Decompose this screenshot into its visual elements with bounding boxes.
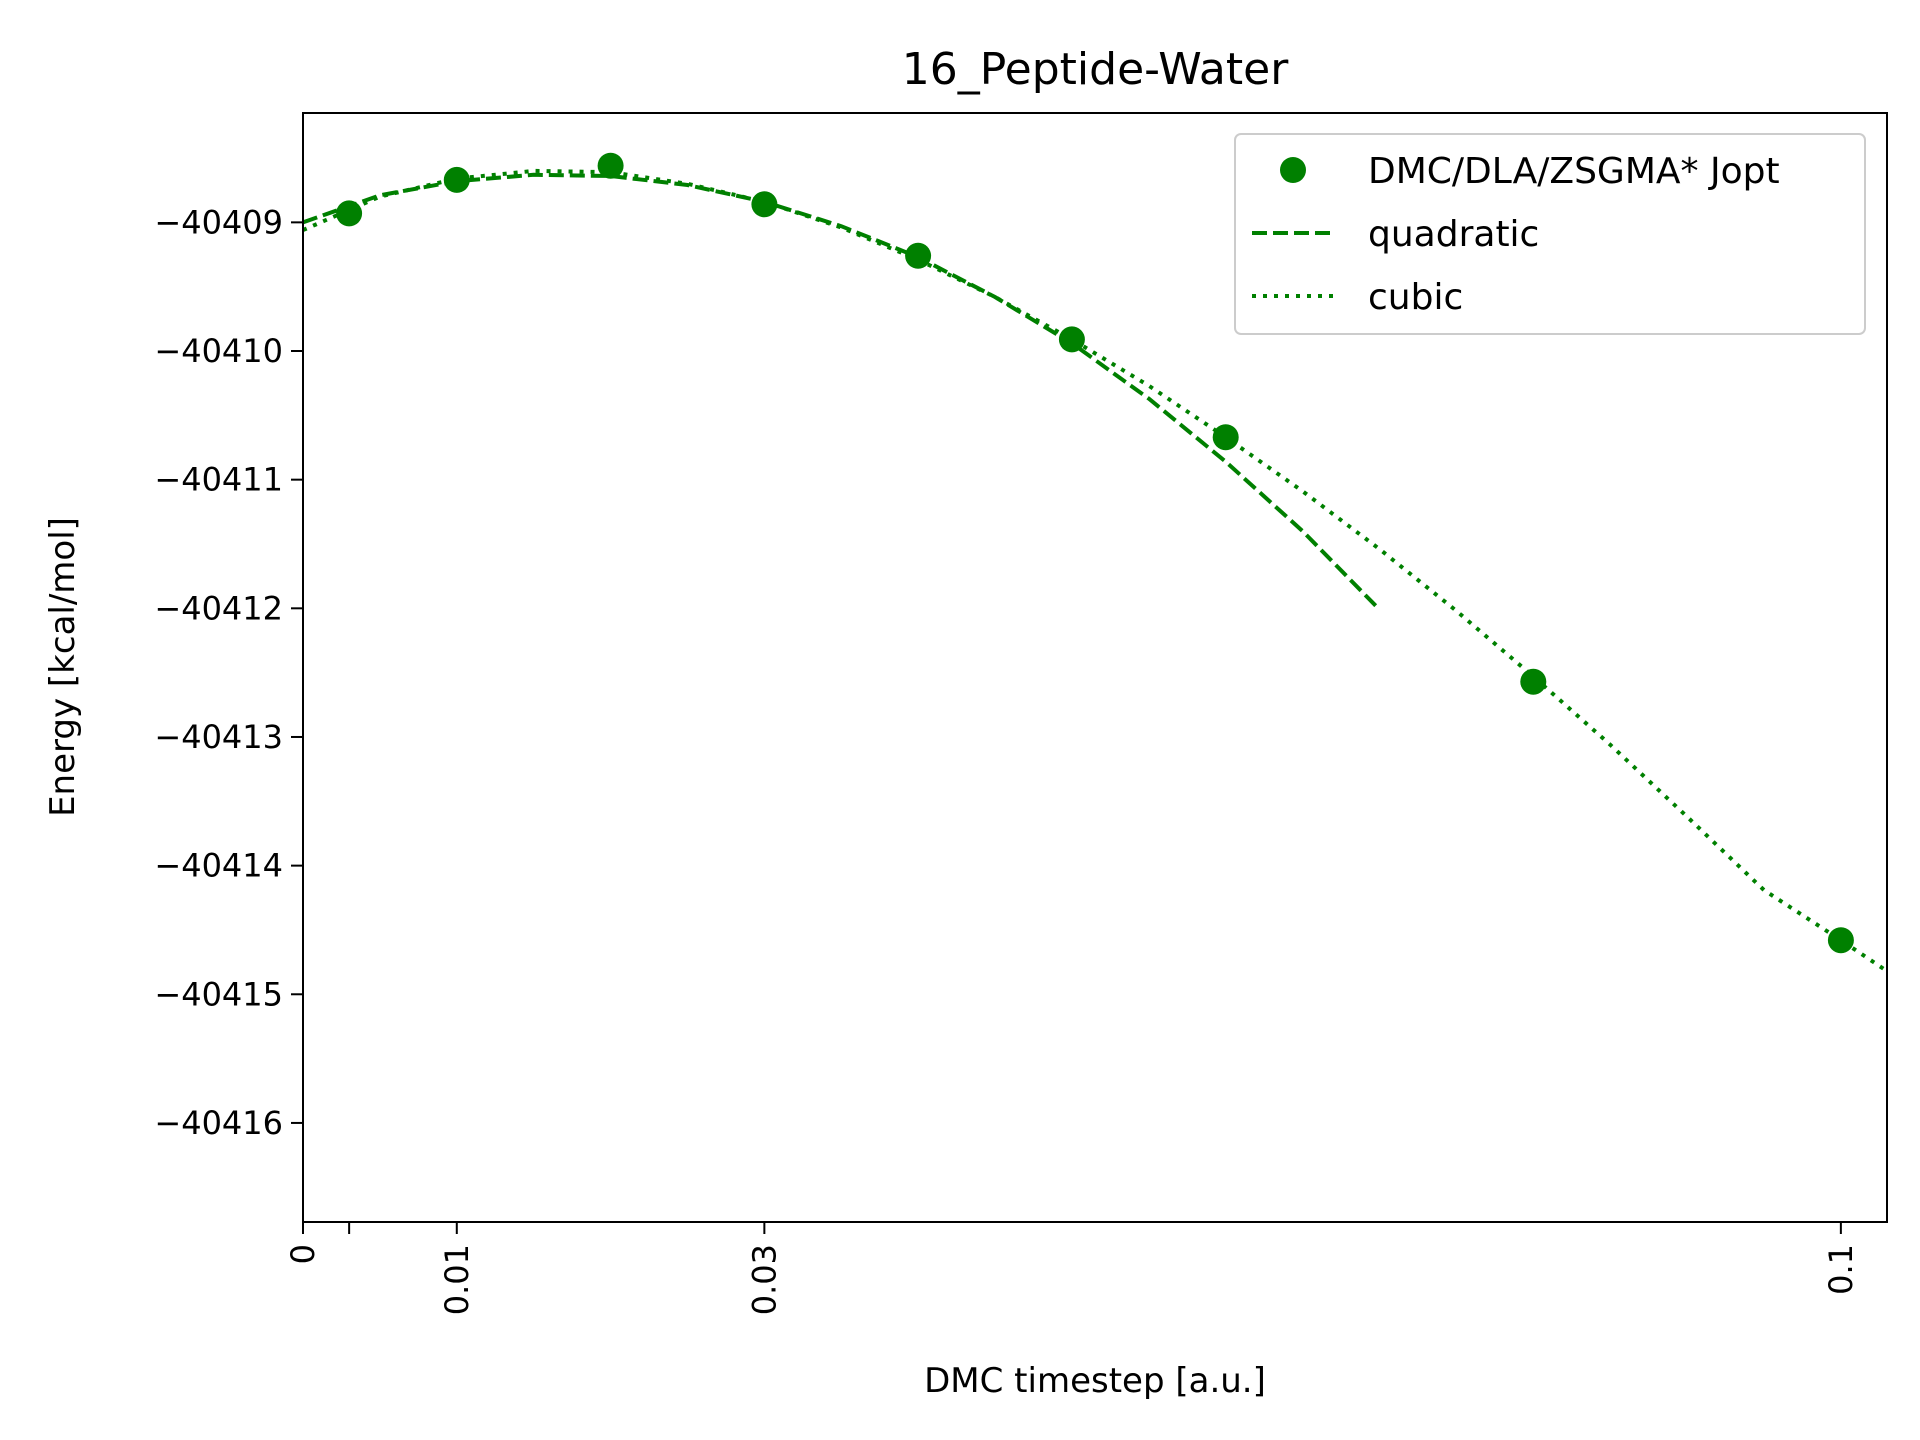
- x-axis-ticks: 0 0.01 0.03 0.1: [284, 1222, 1860, 1315]
- data-point: [1520, 668, 1547, 695]
- data-point: [443, 166, 470, 193]
- chart-title: 16_Peptide-Water: [902, 44, 1290, 95]
- y-tick-label: −40416: [154, 1104, 283, 1142]
- plot-frame: [302, 112, 1888, 1223]
- data-point: [1058, 326, 1085, 353]
- y-axis-ticks: −40409 −40410 −40411 −40412 −40413 −40414 −404…: [154, 203, 303, 1142]
- data-point: [751, 191, 778, 218]
- y-tick-label: −40410: [154, 332, 283, 370]
- y-tick-label: −40409: [154, 203, 283, 241]
- y-axis-label: Energy [kcal/mol]: [43, 517, 83, 817]
- legend-box: [1234, 133, 1866, 335]
- y-tick-label: −40414: [154, 847, 283, 885]
- legend: DMC/DLA/ZSGMA* Jopt quadratic cubic: [1234, 133, 1866, 335]
- x-tick-label: 0: [284, 1244, 322, 1264]
- x-axis-label: DMC timestep [a.u.]: [924, 1361, 1266, 1401]
- data-point: [336, 200, 363, 227]
- x-tick-label: 0.1: [1822, 1244, 1860, 1295]
- y-tick-label: −40415: [154, 975, 283, 1013]
- data-point: [1212, 424, 1239, 451]
- data-point: [1827, 927, 1854, 954]
- legend-entries: DMC/DLA/ZSGMA* Jopt quadratic cubic: [1252, 151, 1780, 318]
- legend-label: quadratic: [1368, 214, 1539, 255]
- legend-label: cubic: [1368, 277, 1463, 318]
- series-line-cubic: [303, 168, 1887, 973]
- legend-label: DMC/DLA/ZSGMA* Jopt: [1368, 151, 1780, 192]
- data-point: [905, 242, 932, 269]
- y-tick-label: −40411: [154, 461, 283, 499]
- data-point: [597, 152, 624, 179]
- x-tick-label: 0.01: [438, 1244, 476, 1315]
- series-line-quadratic: [303, 172, 1381, 611]
- y-tick-label: −40413: [154, 718, 283, 756]
- plot-area: [303, 152, 1887, 973]
- y-tick-label: −40412: [154, 589, 283, 627]
- legend-marker: [1280, 157, 1306, 183]
- x-tick-label: 0.03: [745, 1244, 783, 1315]
